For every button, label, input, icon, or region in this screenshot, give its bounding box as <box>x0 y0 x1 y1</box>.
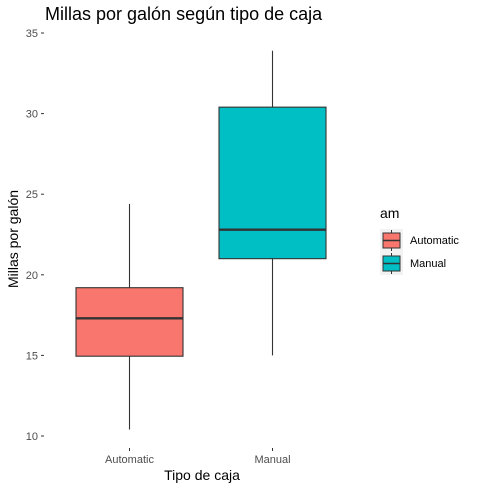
x-axis: Automatic Manual <box>105 448 291 466</box>
box-body <box>75 287 184 357</box>
legend-key <box>380 229 403 252</box>
legend-label: Manual <box>410 258 446 270</box>
legend-title: am <box>380 205 399 221</box>
box-body <box>218 106 327 260</box>
x-tick-label: Automatic <box>105 454 154 466</box>
y-tick-label: 25 <box>26 189 38 201</box>
y-tick-label: 20 <box>26 270 38 282</box>
x-axis-title: Tipo de caja <box>164 467 240 483</box>
y-tick-label: 15 <box>26 350 38 362</box>
plot-area <box>75 50 327 430</box>
y-axis: 10 15 20 25 30 35 <box>26 28 44 443</box>
legend-key <box>380 252 403 275</box>
y-tick-label: 10 <box>26 431 38 443</box>
y-tick-label: 30 <box>26 109 38 121</box>
legend: am Automatic Manual <box>380 205 459 275</box>
x-tick-label: Manual <box>254 454 290 466</box>
box-automatic <box>75 203 184 430</box>
y-tick-label: 35 <box>26 28 38 40</box>
y-axis-title: Millas por galón <box>5 190 21 288</box>
legend-label: Automatic <box>410 235 459 247</box>
box-manual <box>218 50 327 356</box>
chart-title: Millas por galón según tipo de caja <box>45 4 323 24</box>
